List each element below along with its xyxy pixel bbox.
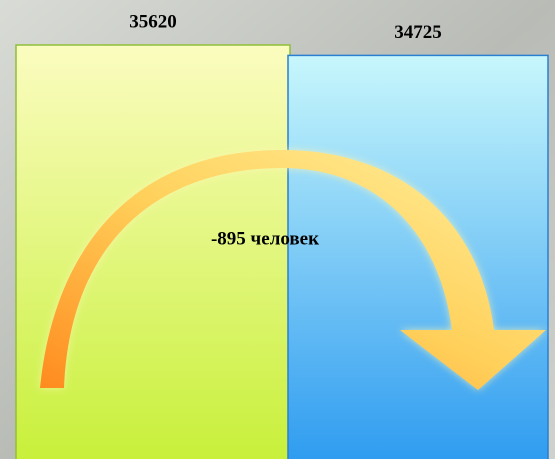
value-label: 34725 [394,22,442,43]
annotation: -895 человек [211,228,319,249]
bar [287,54,549,459]
bars [15,44,549,459]
arrow [40,150,546,390]
value-label: 35620 [129,11,177,32]
bar [15,44,291,459]
